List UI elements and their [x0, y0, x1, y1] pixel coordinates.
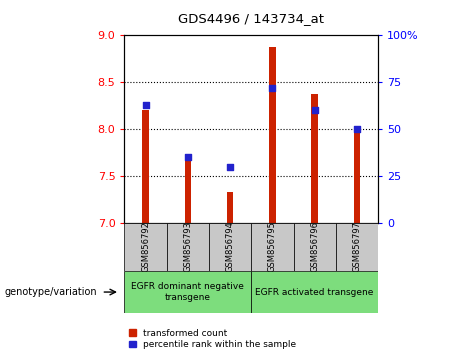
Bar [209, 223, 251, 271]
Bar [227, 192, 233, 223]
Legend: transformed count, percentile rank within the sample: transformed count, percentile rank withi… [129, 329, 296, 349]
Point [269, 85, 276, 91]
Text: GSM856795: GSM856795 [268, 222, 277, 272]
Bar [167, 223, 209, 271]
Bar [312, 93, 318, 223]
Point [184, 154, 192, 160]
Bar [294, 223, 336, 271]
Text: GSM856797: GSM856797 [352, 221, 361, 273]
Bar [251, 223, 294, 271]
Bar [354, 129, 360, 223]
Text: GSM856796: GSM856796 [310, 221, 319, 273]
Point [353, 126, 361, 132]
Text: GSM856792: GSM856792 [141, 222, 150, 272]
Text: GSM856793: GSM856793 [183, 221, 192, 273]
Text: GDS4496 / 143734_at: GDS4496 / 143734_at [178, 12, 324, 25]
Bar [269, 47, 276, 223]
Bar [124, 271, 251, 313]
Point [311, 108, 318, 113]
Bar [124, 223, 167, 271]
Bar [185, 155, 191, 223]
Text: genotype/variation: genotype/variation [5, 287, 97, 297]
Bar [336, 223, 378, 271]
Point [226, 164, 234, 170]
Point [142, 102, 149, 108]
Text: EGFR activated transgene: EGFR activated transgene [255, 287, 374, 297]
Text: EGFR dominant negative
transgene: EGFR dominant negative transgene [131, 282, 244, 302]
Bar [251, 271, 378, 313]
Bar [142, 110, 149, 223]
Text: GSM856794: GSM856794 [225, 222, 235, 272]
